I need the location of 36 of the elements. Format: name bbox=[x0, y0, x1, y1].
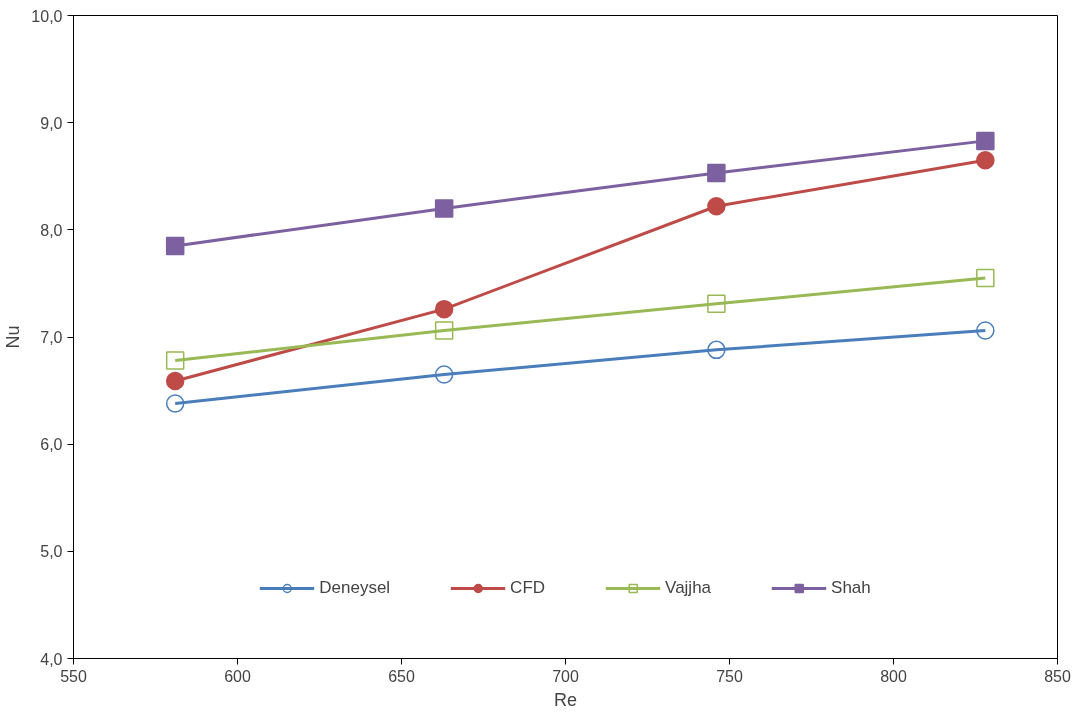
x-tick-label: 850 bbox=[1044, 667, 1071, 685]
y-tick-label: 10,0 bbox=[31, 7, 63, 25]
y-tick-label: 7,0 bbox=[40, 329, 63, 346]
x-tick-label: 800 bbox=[880, 667, 907, 685]
point bbox=[976, 150, 995, 170]
legend-label: Vajjha bbox=[665, 578, 712, 598]
legend-label: Deneysel bbox=[319, 578, 391, 598]
point bbox=[707, 197, 726, 216]
y-tick-label: 4,0 bbox=[40, 650, 63, 668]
point bbox=[707, 163, 726, 183]
x-tick-label: 600 bbox=[224, 667, 251, 685]
point bbox=[165, 394, 185, 413]
x-tick-label: 650 bbox=[388, 667, 415, 685]
x-tick-label: 550 bbox=[60, 667, 87, 685]
point bbox=[434, 365, 454, 384]
y-tick-label: 8,0 bbox=[40, 221, 63, 239]
point bbox=[165, 351, 185, 370]
point bbox=[434, 321, 454, 340]
point bbox=[434, 299, 454, 319]
point bbox=[434, 199, 454, 218]
x-axis-title: Re bbox=[554, 689, 578, 710]
y-tick-label: 6,0 bbox=[40, 436, 63, 454]
x-tick-label: 700 bbox=[552, 667, 579, 685]
point bbox=[165, 236, 185, 256]
x-tick-label: 750 bbox=[716, 667, 743, 685]
point bbox=[976, 321, 995, 340]
point bbox=[976, 268, 995, 288]
legend-label: Shah bbox=[831, 578, 871, 598]
point bbox=[165, 371, 185, 391]
y-tick-label: 5,0 bbox=[40, 543, 63, 561]
y-axis-title: Nu bbox=[3, 325, 24, 349]
point bbox=[707, 340, 726, 360]
y-tick-label: 9,0 bbox=[40, 114, 63, 132]
point bbox=[976, 131, 995, 151]
legend-label: CFD bbox=[510, 578, 546, 598]
point bbox=[707, 294, 726, 314]
